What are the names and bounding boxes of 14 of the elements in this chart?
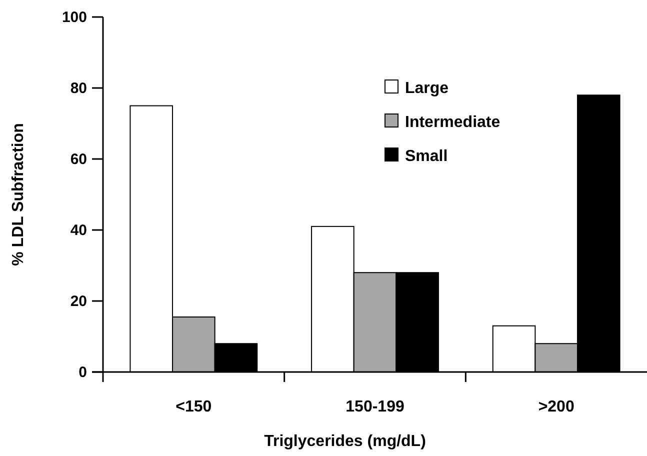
y-tick-label: 100	[62, 8, 87, 26]
x-tick-label: >200	[538, 398, 574, 416]
legend-label: Small	[405, 148, 448, 165]
y-axis-title: % LDL Subfraction	[10, 123, 27, 266]
legend-label: Intermediate	[405, 114, 500, 131]
x-tick-label: <150	[176, 398, 212, 416]
y-tick-label: 40	[70, 222, 87, 239]
y-tick-label: 60	[70, 150, 87, 168]
y-tick-label: 20	[70, 292, 87, 310]
y-tick-label: 80	[70, 80, 87, 97]
x-tick-label: 150-199	[346, 398, 404, 416]
x-axis-title: Triglycerides (mg/dL)	[264, 433, 426, 450]
legend-label: Large	[405, 80, 449, 97]
y-tick-label: 0	[78, 364, 87, 381]
